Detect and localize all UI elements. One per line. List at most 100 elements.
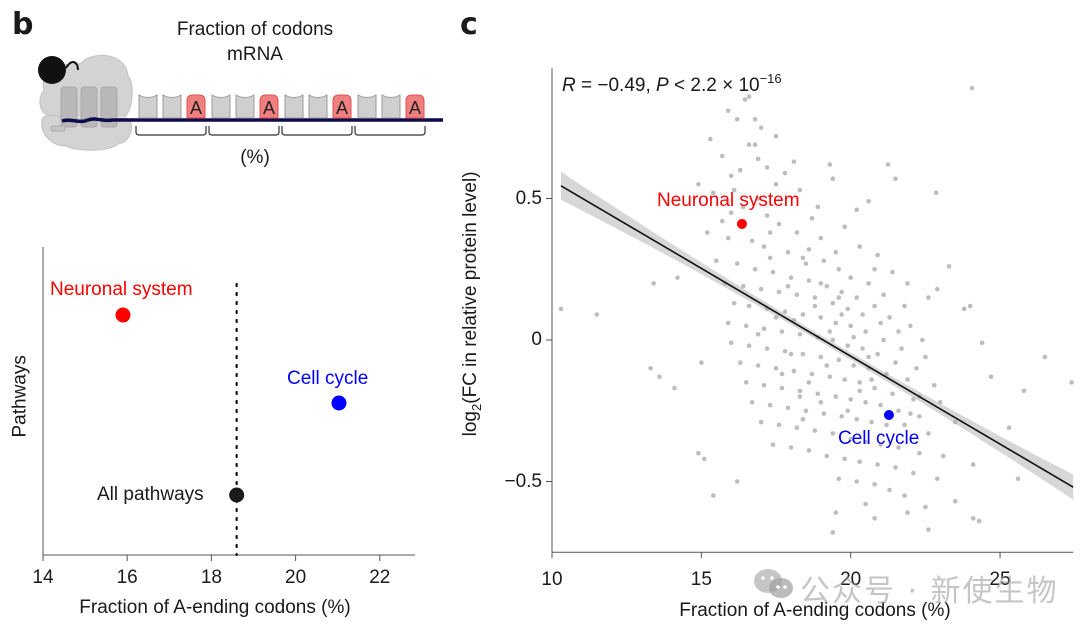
scatter-point xyxy=(755,156,761,162)
scatter-point xyxy=(773,366,779,371)
scatter-point xyxy=(806,380,812,385)
scatter-point xyxy=(830,530,836,535)
scatter-points xyxy=(558,85,1074,535)
scatter-point xyxy=(651,281,656,286)
trna-site-e xyxy=(60,86,78,128)
scatter-point xyxy=(839,289,844,295)
scatter-point xyxy=(794,292,800,298)
codon-letter-a: A xyxy=(190,98,202,118)
scatter-point xyxy=(926,431,931,436)
scatter-point xyxy=(785,283,791,289)
y-tick-label: 0 xyxy=(531,329,542,350)
scatter-point xyxy=(821,258,827,264)
scatter-point xyxy=(696,182,701,187)
highlight-label-cell-cycle: Cell cycle xyxy=(838,428,920,449)
scatter-point xyxy=(711,493,716,498)
scatter-point xyxy=(746,94,752,99)
scatter-point xyxy=(734,479,740,484)
x-tick-label: 15 xyxy=(690,569,712,590)
scatter-point xyxy=(764,165,770,170)
scatter-point xyxy=(893,465,898,470)
scatter-point xyxy=(854,207,859,213)
scatter-point xyxy=(902,303,907,309)
codon-bracket xyxy=(354,126,426,136)
scatter-point xyxy=(779,385,785,391)
scatter-point xyxy=(809,371,815,377)
scatter-point xyxy=(902,493,907,498)
scatter-point xyxy=(731,300,737,306)
scatter-point xyxy=(812,428,818,433)
scatter-point xyxy=(827,374,833,380)
scatter-point xyxy=(866,199,871,204)
scatter-point xyxy=(827,162,833,167)
scatter-point xyxy=(779,371,785,377)
a-ending-codon xyxy=(186,94,206,119)
scatter-point xyxy=(863,439,868,445)
scatter-point xyxy=(884,422,889,428)
scatter-point xyxy=(761,244,767,249)
scatter-point xyxy=(830,337,836,343)
highlight-label-neuronal-system: Neuronal system xyxy=(657,190,800,211)
ylabel-log: log xyxy=(460,410,482,437)
scatter-point xyxy=(911,470,916,476)
p-symbol: P xyxy=(656,75,669,96)
scatter-point xyxy=(740,283,746,289)
scatter-point xyxy=(785,250,791,255)
mrna-strand xyxy=(61,117,443,124)
codon-letter-a: A xyxy=(409,98,421,118)
scatter-point xyxy=(558,306,564,312)
scatter-point xyxy=(860,346,865,351)
scatter-point xyxy=(773,133,779,139)
scatter-point xyxy=(878,320,883,326)
regression-line xyxy=(560,185,1074,488)
scatter-point xyxy=(699,360,704,365)
scatter-point xyxy=(758,125,764,131)
scatter-point xyxy=(833,320,839,326)
scatter-point xyxy=(752,267,758,272)
scatter-point xyxy=(923,504,928,510)
scatter-point xyxy=(711,190,716,196)
scatter-point xyxy=(824,453,830,459)
scatter-point xyxy=(728,340,734,346)
point-label-all-pathways: All pathways xyxy=(97,484,204,505)
codon-box xyxy=(138,94,158,119)
scatter-point xyxy=(896,329,901,334)
scatter-point xyxy=(779,329,785,334)
scatter-point xyxy=(794,425,800,431)
scatter-point xyxy=(758,286,764,292)
scatter-point xyxy=(890,269,895,275)
scatter-point xyxy=(970,462,976,467)
scatter-point xyxy=(917,450,922,456)
scatter-point xyxy=(806,278,812,283)
p-exponent: −16 xyxy=(759,71,782,86)
scatter-point xyxy=(761,326,767,332)
ylabel-rest: (FC in relative protein level) xyxy=(460,171,482,404)
scatter-point xyxy=(720,153,725,159)
scatter-point xyxy=(941,453,946,459)
scatter-point xyxy=(755,363,761,368)
scatter-point xyxy=(872,385,877,391)
x-tick-label: 14 xyxy=(32,567,54,588)
scatter-point xyxy=(1069,380,1074,385)
scatter-point xyxy=(932,383,937,388)
scatter-point xyxy=(908,323,913,329)
scatter-point xyxy=(896,408,901,414)
scatter-point xyxy=(788,445,794,450)
scatter-point xyxy=(830,431,836,436)
scatter-point xyxy=(905,510,910,515)
scatter-point xyxy=(857,380,862,385)
scatter-point xyxy=(860,312,865,317)
scatter-point xyxy=(872,303,877,309)
scatter-point xyxy=(812,303,818,309)
highlight-point-neuronal-system xyxy=(736,218,747,229)
scatter-point xyxy=(833,250,839,255)
r-symbol: R xyxy=(562,75,576,96)
scatter-point xyxy=(743,380,749,385)
scatter-point xyxy=(845,408,850,414)
scatter-point xyxy=(836,295,842,300)
scatter-point xyxy=(648,366,653,371)
codon-letter-a: A xyxy=(336,98,348,118)
scatter-point xyxy=(869,377,874,382)
scatter-point xyxy=(830,176,836,181)
